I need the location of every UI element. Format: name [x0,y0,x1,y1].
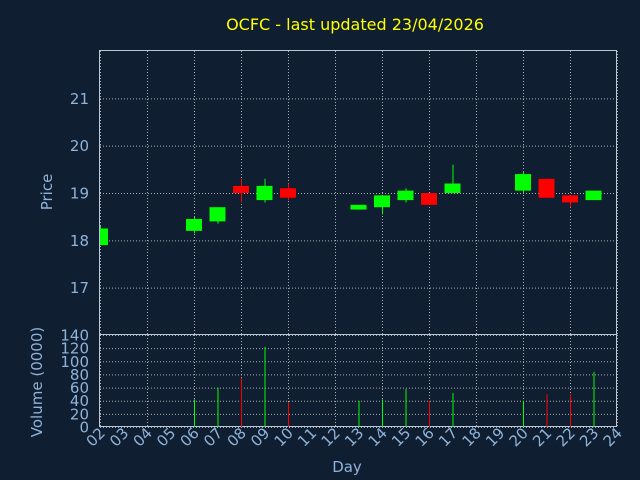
x-tick-label: 05 [153,424,179,450]
price-y-tick: 20 [70,137,89,155]
candle [233,178,249,203]
candle-body [421,193,437,205]
candle-body [585,190,602,201]
x-tick-label: 13 [341,424,367,450]
volume-bars [194,346,595,427]
x-tick-label: 09 [247,424,273,450]
volume-plot-frame [99,334,617,427]
volume-y-tick: 40 [70,392,89,410]
x-tick-label: 14 [365,424,391,450]
candle [585,190,602,201]
x-tick-label: 24 [600,424,626,450]
volume-y-tick: 0 [79,419,89,437]
price-y-tick: 17 [70,279,89,297]
candle-body [515,174,531,191]
candle-body [350,204,367,210]
volume-grid [100,335,618,428]
candle-body [209,207,226,222]
candle-body [280,188,296,198]
x-tick-label: 04 [130,424,156,450]
x-tick-label: 21 [529,424,555,450]
candle-body [444,183,461,193]
price-y-tick: 19 [70,185,89,203]
chart-title: OCFC - last updated 23/04/2026 [226,15,484,34]
x-tick-label: 06 [177,424,203,450]
candle-body [256,185,273,201]
candles [100,164,602,246]
x-tick-label: 03 [106,424,132,450]
x-tick-label: 22 [553,424,579,450]
volume-y-tick: 80 [70,366,89,384]
price-y-tick: 18 [70,232,89,250]
candle [397,188,414,203]
candle [538,178,555,198]
volume-y-tick: 100 [60,353,89,371]
x-tick-label: 10 [271,424,297,450]
x-tick-label: 20 [506,424,532,450]
x-tick-label: 16 [412,424,438,450]
volume-axis-label: Volume (0000) [28,327,46,437]
candle-body [233,185,249,193]
volume-y-tick: 20 [70,405,89,423]
price-y-ticks: 17 18 19 20 21 [70,90,89,297]
candle-body [186,219,202,231]
candle-body [538,178,555,198]
volume-y-tick: 120 [60,340,89,358]
x-tick-label: 23 [576,424,602,450]
x-ticks: 0203040506070809101112131415161718192021… [83,424,626,450]
candle [350,204,367,210]
x-tick-label: 12 [318,424,344,450]
candle [421,193,437,205]
volume-y-tick: 60 [70,379,89,397]
candle [256,178,273,203]
candle-body [397,190,414,201]
candle-body [562,195,578,203]
candle-body [101,228,108,246]
candle [186,216,202,234]
x-tick-label: 15 [388,424,414,450]
x-tick-label: 18 [459,424,485,450]
candle [100,226,108,246]
x-tick-label: 17 [435,424,461,450]
x-axis-label: Day [332,458,362,476]
candle [562,195,578,208]
x-tick-label: 11 [294,424,320,450]
candle-body [374,195,390,208]
candle [444,164,461,193]
candle [515,171,531,193]
candle [209,207,226,224]
x-tick-label: 07 [200,424,226,450]
candle [374,195,390,215]
x-tick-label: 08 [224,424,250,450]
x-tick-label: 19 [482,424,508,450]
candle [280,183,296,201]
volume-y-tick: 140 [60,327,89,345]
price-axis-label: Price [38,174,56,211]
price-y-tick: 21 [70,90,89,108]
